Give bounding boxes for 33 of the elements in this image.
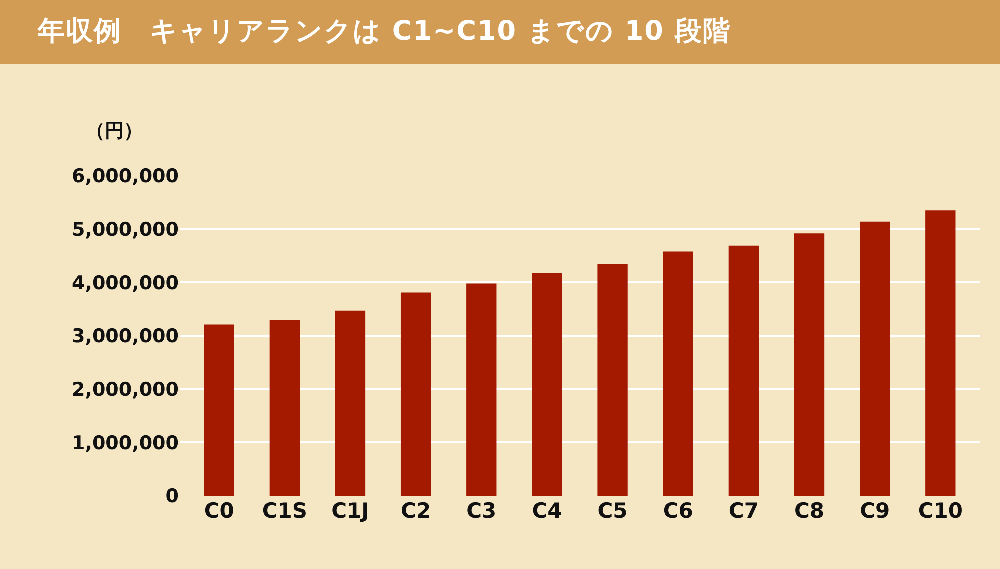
x-tick-label: C8 [794, 499, 825, 523]
x-tick-label: C7 [728, 499, 759, 523]
x-tick-label: C1S [262, 499, 308, 523]
bar [400, 292, 432, 496]
y-tick-label: 2,000,000 [72, 378, 179, 401]
x-tick-label: C5 [598, 499, 628, 523]
bar [926, 210, 956, 496]
y-tick-label: 1,000,000 [72, 432, 179, 454]
bar [728, 246, 760, 496]
x-tick-label: C2 [401, 499, 432, 523]
x-tick-label: C1J [332, 499, 370, 523]
y-tick-label: 3,000,000 [72, 326, 179, 348]
bar [860, 222, 890, 496]
y-tick-label: 4,000,000 [72, 272, 179, 294]
bar [794, 234, 825, 496]
bar [532, 273, 562, 496]
bar [204, 324, 234, 496]
bar [466, 284, 497, 496]
x-tick-label: C10 [918, 499, 963, 523]
x-tick-label: C9 [860, 499, 890, 523]
y-tick-label: 5,000,000 [72, 218, 179, 241]
x-tick-label: C3 [466, 499, 497, 523]
bar [335, 310, 366, 496]
x-tick-label: C6 [663, 499, 694, 523]
chart-title: 年収例 キャリアランクは C1~C10 までの 10 段階 [0, 0, 1000, 64]
x-tick-label: C0 [204, 499, 234, 523]
y-tick-label: 6,000,000 [72, 166, 179, 188]
bar [598, 264, 628, 496]
y-axis-title: （円） [86, 120, 143, 142]
y-tick-label: 0 [166, 486, 179, 508]
bar [663, 252, 694, 496]
x-tick-label: C4 [532, 499, 562, 523]
bar [270, 320, 300, 496]
